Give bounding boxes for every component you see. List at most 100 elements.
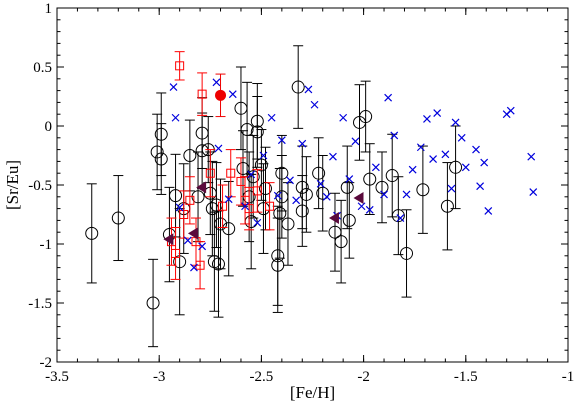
data-point-cross bbox=[304, 85, 313, 94]
data-point-cross bbox=[259, 151, 268, 160]
data-point-cross bbox=[423, 114, 431, 123]
x-tick-label: -1 bbox=[562, 369, 574, 385]
data-point-circle bbox=[440, 199, 454, 213]
data-point-cross bbox=[339, 113, 348, 122]
data-point-circle bbox=[291, 80, 305, 94]
data-point-circle bbox=[85, 226, 99, 240]
data-point-cross bbox=[329, 152, 337, 161]
series-cross bbox=[169, 78, 538, 272]
data-point-cross bbox=[365, 205, 374, 214]
data-point-circle bbox=[254, 158, 268, 172]
x-axis-label: [Fe/H] bbox=[290, 383, 335, 402]
data-point-cross bbox=[402, 190, 411, 199]
data-point-cross bbox=[371, 163, 380, 172]
data-point-square bbox=[197, 89, 207, 99]
data-point-cross bbox=[175, 203, 184, 212]
data-point-triangle bbox=[187, 227, 198, 240]
x-tick-label: -3.5 bbox=[45, 369, 69, 385]
data-point-circle bbox=[449, 160, 463, 174]
data-point-circle bbox=[183, 149, 197, 162]
data-point-circle bbox=[146, 296, 160, 310]
data-point-circle bbox=[211, 257, 225, 271]
data-point-circle bbox=[295, 204, 309, 218]
data-point-cross bbox=[169, 83, 178, 91]
data-point-square bbox=[226, 168, 236, 178]
data-point-cross bbox=[224, 195, 233, 204]
data-point-cross bbox=[461, 163, 470, 172]
data-point-cross bbox=[429, 155, 438, 163]
data-point-cross bbox=[171, 113, 180, 122]
data-point-cross bbox=[214, 144, 223, 153]
data-point-cross bbox=[212, 78, 221, 87]
data-point-cross bbox=[247, 170, 256, 179]
data-point-cross bbox=[228, 90, 237, 99]
y-tick-label: -1 bbox=[40, 237, 53, 253]
data-point-cross bbox=[267, 113, 276, 122]
data-point-square bbox=[171, 248, 181, 258]
data-point-cross bbox=[396, 214, 405, 222]
data-point-cross bbox=[457, 133, 466, 142]
data-point-cross bbox=[506, 106, 515, 115]
data-point-square bbox=[252, 186, 262, 196]
y-tick-label: -0.5 bbox=[28, 178, 52, 194]
x-tick-label: -1.5 bbox=[454, 369, 478, 385]
data-point-cross bbox=[357, 202, 366, 211]
data-point-cross bbox=[351, 137, 360, 146]
data-point-cross bbox=[484, 207, 493, 215]
data-point-cross bbox=[183, 236, 192, 245]
data-point-triangle bbox=[163, 233, 174, 246]
data-point-circle bbox=[334, 235, 348, 249]
data-point-circle bbox=[150, 145, 164, 159]
data-point-cross bbox=[380, 190, 388, 199]
data-point-triangle bbox=[353, 191, 364, 204]
data-point-circle bbox=[316, 186, 330, 200]
data-point-square bbox=[218, 201, 228, 211]
data-point-cross bbox=[277, 136, 286, 145]
data-point-circle bbox=[359, 110, 373, 124]
data-point-circle bbox=[222, 222, 236, 236]
data-point-cross bbox=[476, 182, 485, 191]
data-point-triangle bbox=[196, 181, 207, 194]
data-point-circle bbox=[273, 206, 287, 220]
data-point-circle bbox=[416, 183, 430, 197]
data-point-circle bbox=[250, 114, 264, 128]
y-tick-label: 1 bbox=[45, 1, 53, 17]
data-point-cross bbox=[273, 191, 282, 200]
data-point-circle bbox=[111, 211, 125, 225]
data-point-cross bbox=[253, 218, 262, 227]
data-point-circle bbox=[281, 217, 295, 231]
data-point-circle bbox=[375, 180, 389, 194]
y-axis-label: [Sr/Eu] bbox=[3, 160, 22, 210]
data-point-cross bbox=[384, 93, 393, 102]
data-point-cross bbox=[316, 179, 325, 188]
data-point-cross bbox=[451, 118, 460, 127]
x-tick-label: -2 bbox=[357, 369, 370, 385]
data-point-cross bbox=[190, 263, 198, 272]
data-point-filled-circle bbox=[215, 89, 227, 101]
chart-axes: -3.5 -3 -2.5 -2 -1.5 -1 -2 -1.5 -1 -0.5 0 0.5 1 bbox=[28, 1, 574, 385]
data-point-cross bbox=[298, 139, 307, 148]
data-point-circle bbox=[342, 213, 356, 227]
y-tick-label: -2 bbox=[40, 355, 53, 371]
series-filled-circle bbox=[215, 73, 227, 118]
data-point-square bbox=[265, 201, 275, 211]
data-point-circle bbox=[240, 123, 254, 137]
data-point-circle bbox=[400, 246, 414, 260]
data-point-circle bbox=[391, 209, 405, 223]
data-point-circle bbox=[214, 217, 228, 231]
data-point-circle bbox=[385, 169, 399, 183]
data-point-cross bbox=[441, 150, 450, 159]
y-tick-label: -1.5 bbox=[28, 296, 52, 312]
data-point-cross bbox=[408, 165, 417, 174]
chart-marks bbox=[85, 45, 538, 348]
data-point-cross bbox=[527, 152, 536, 161]
data-point-cross bbox=[198, 242, 207, 251]
y-tick-label: 0 bbox=[45, 119, 53, 135]
data-point-circle bbox=[154, 152, 168, 166]
data-point-circle bbox=[312, 166, 326, 180]
data-point-square bbox=[185, 195, 195, 205]
data-point-cross bbox=[472, 145, 480, 154]
x-tick-label: -3 bbox=[153, 369, 166, 385]
data-point-cross bbox=[433, 109, 442, 117]
